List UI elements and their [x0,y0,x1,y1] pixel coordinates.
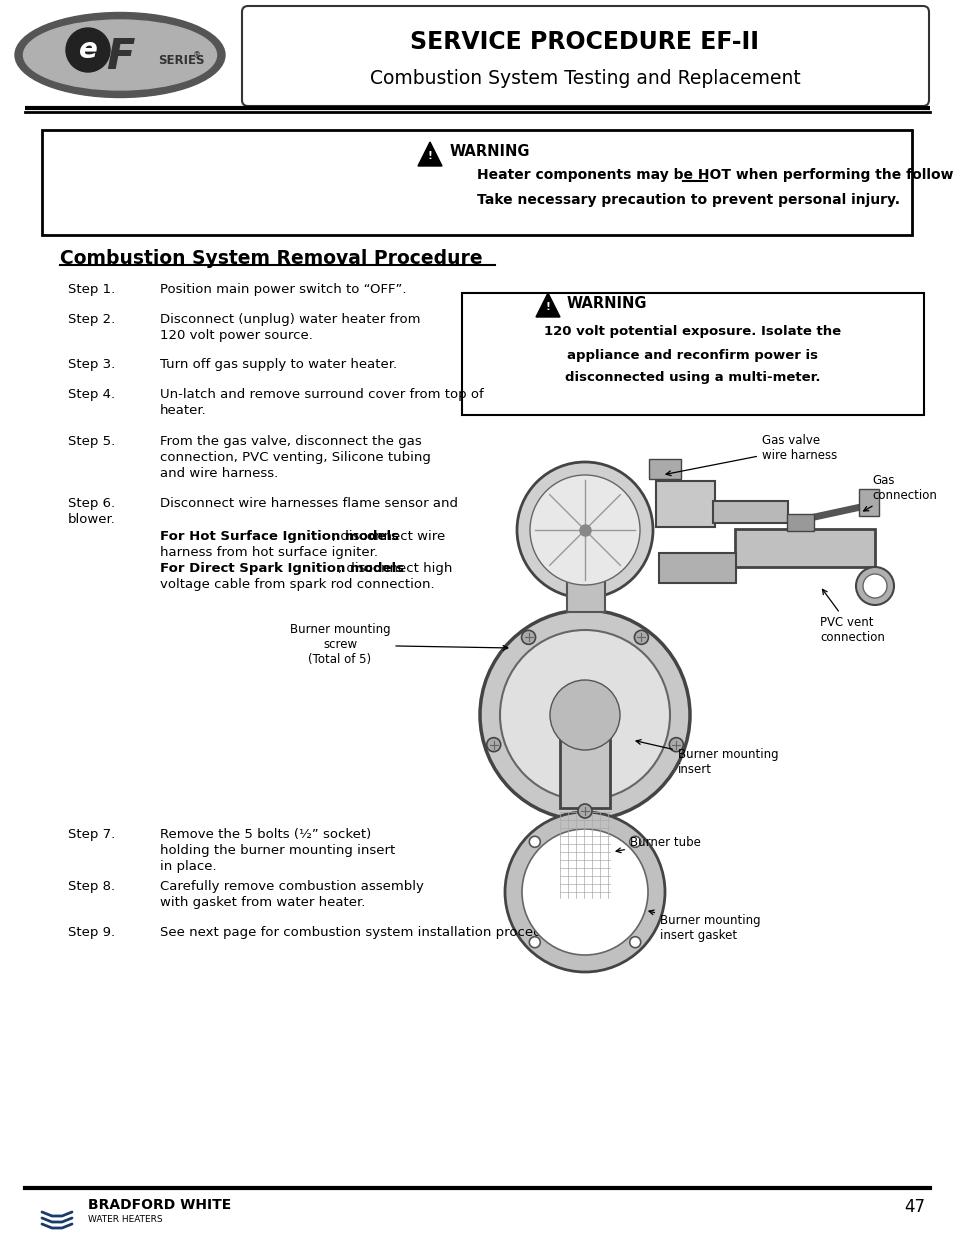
FancyBboxPatch shape [648,459,680,479]
Text: ®: ® [193,52,201,61]
Text: F: F [106,36,134,78]
Text: Turn off gas supply to water heater.: Turn off gas supply to water heater. [160,358,396,370]
Text: PVC vent
connection: PVC vent connection [820,589,884,643]
Text: 120 volt potential exposure. Isolate the: 120 volt potential exposure. Isolate the [544,326,841,338]
Circle shape [634,630,648,645]
Text: Burner mounting
insert: Burner mounting insert [636,740,778,776]
Text: Burner mounting
screw
(Total of 5): Burner mounting screw (Total of 5) [290,624,507,667]
FancyBboxPatch shape [461,293,923,415]
Text: Burner mounting
insert gasket: Burner mounting insert gasket [648,910,760,942]
Text: Combustion System Removal Procedure: Combustion System Removal Procedure [60,248,482,268]
Text: Step 6.: Step 6. [68,496,115,510]
Text: Position main power switch to “OFF”.: Position main power switch to “OFF”. [160,283,406,296]
Text: Step 2.: Step 2. [68,312,115,326]
Text: Step 3.: Step 3. [68,358,115,370]
Text: Heater components may be HOT when performing the following steps in this procedu: Heater components may be HOT when perfor… [476,168,953,182]
Circle shape [855,567,893,605]
Text: e: e [78,36,97,64]
Circle shape [529,936,539,947]
Ellipse shape [24,20,216,90]
Text: voltage cable from spark rod connection.: voltage cable from spark rod connection. [160,578,435,592]
Text: Un-latch and remove surround cover from top of: Un-latch and remove surround cover from … [160,388,483,401]
Text: For Hot Surface Ignition models: For Hot Surface Ignition models [160,530,398,543]
Text: disconnected using a multi-meter.: disconnected using a multi-meter. [565,372,820,384]
Circle shape [521,630,535,645]
Text: Gas valve
wire harness: Gas valve wire harness [665,433,837,475]
Text: Step 7.: Step 7. [68,827,115,841]
Text: Gas
connection: Gas connection [862,474,936,511]
Circle shape [517,462,652,598]
Circle shape [504,811,664,972]
Text: SERVICE PROCEDURE EF-II: SERVICE PROCEDURE EF-II [410,30,759,54]
Text: For Direct Spark Ignition models: For Direct Spark Ignition models [160,562,403,576]
FancyBboxPatch shape [659,553,735,583]
Text: Combustion System Testing and Replacement: Combustion System Testing and Replacemen… [369,68,800,88]
FancyBboxPatch shape [734,529,874,567]
Text: Step 9.: Step 9. [68,926,115,939]
Text: 47: 47 [903,1198,924,1216]
FancyBboxPatch shape [786,514,813,531]
FancyBboxPatch shape [42,130,911,235]
Text: Step 1.: Step 1. [68,283,115,296]
Text: harness from hot surface igniter.: harness from hot surface igniter. [160,546,377,559]
Text: holding the burner mounting insert: holding the burner mounting insert [160,844,395,857]
Text: Carefully remove combustion assembly: Carefully remove combustion assembly [160,881,423,893]
Text: !: ! [427,151,432,161]
Text: WARNING: WARNING [450,144,530,159]
Circle shape [669,737,682,752]
Circle shape [629,836,640,847]
Circle shape [499,630,669,800]
Circle shape [578,804,592,818]
FancyBboxPatch shape [858,489,878,516]
FancyBboxPatch shape [656,480,714,527]
Text: Remove the 5 bolts (½” socket): Remove the 5 bolts (½” socket) [160,827,371,841]
Circle shape [629,936,640,947]
Text: From the gas valve, disconnect the gas: From the gas valve, disconnect the gas [160,435,421,448]
Text: connection, PVC venting, Silicone tubing: connection, PVC venting, Silicone tubing [160,451,431,464]
Text: Take necessary precaution to prevent personal injury.: Take necessary precaution to prevent per… [476,193,899,207]
Text: WARNING: WARNING [566,295,647,310]
Text: !: ! [545,303,550,312]
Circle shape [529,836,539,847]
Text: with gasket from water heater.: with gasket from water heater. [160,897,365,909]
Circle shape [530,475,639,585]
Circle shape [66,28,110,72]
Text: 120 volt power source.: 120 volt power source. [160,329,313,342]
Circle shape [479,610,689,820]
FancyBboxPatch shape [559,718,609,808]
Text: Disconnect wire harnesses flame sensor and: Disconnect wire harnesses flame sensor a… [160,496,457,510]
Circle shape [521,829,647,955]
Circle shape [486,737,500,752]
Text: Step 8.: Step 8. [68,881,115,893]
Text: and wire harness.: and wire harness. [160,467,278,480]
Text: Step 5.: Step 5. [68,435,115,448]
Text: , disconnect wire: , disconnect wire [332,530,445,543]
Text: in place.: in place. [160,860,216,873]
Text: heater.: heater. [160,404,207,417]
FancyBboxPatch shape [566,537,604,613]
FancyBboxPatch shape [712,501,787,522]
Text: Disconnect (unplug) water heater from: Disconnect (unplug) water heater from [160,312,420,326]
Text: appliance and reconfirm power is: appliance and reconfirm power is [567,348,818,362]
Text: SERIES: SERIES [158,53,204,67]
Polygon shape [536,293,559,317]
Circle shape [862,574,886,598]
Polygon shape [417,142,441,165]
Text: See next page for combustion system installation procedure.: See next page for combustion system inst… [160,926,567,939]
Text: BRADFORD WHITE: BRADFORD WHITE [88,1198,231,1212]
Text: WATER HEATERS: WATER HEATERS [88,1215,162,1224]
Text: blower.: blower. [68,513,115,526]
FancyBboxPatch shape [242,6,928,106]
Ellipse shape [15,12,225,98]
Circle shape [550,680,619,750]
Text: Burner tube: Burner tube [616,836,700,852]
Text: Step 4.: Step 4. [68,388,115,401]
Text: , disconnect high: , disconnect high [337,562,452,576]
